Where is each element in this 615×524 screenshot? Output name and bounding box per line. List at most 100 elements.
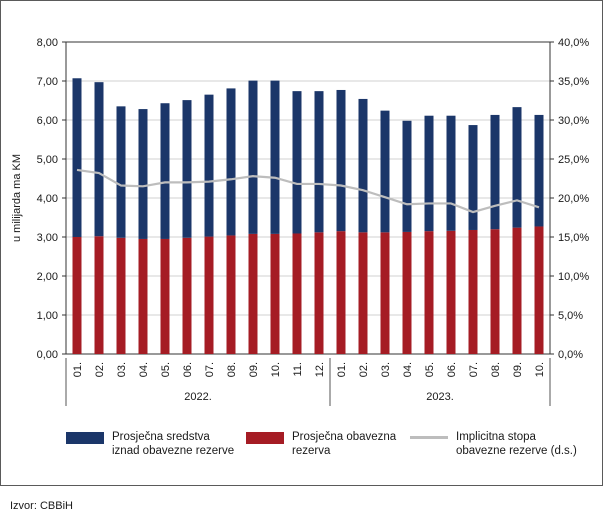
legend-label-line1: Prosječna sredstva: [112, 431, 210, 443]
bar-required-reserve: [116, 237, 126, 354]
y-tick-label: 2,00: [37, 271, 58, 283]
bar-required-reserve: [138, 238, 148, 354]
x-tick-label: 01.: [72, 362, 84, 377]
bar-required-reserve: [446, 230, 456, 354]
x-tick-label: 09.: [248, 362, 260, 377]
y2-tick-label: 20,0%: [558, 193, 589, 205]
bar-required-reserve: [424, 231, 434, 354]
x-tick-label: 01.: [336, 362, 348, 377]
x-tick-label: 05.: [160, 362, 172, 377]
x-group-label: 2022.: [184, 391, 212, 403]
bar-above-reserve: [336, 89, 346, 232]
line-implicit-rate: [76, 168, 540, 214]
y-axis-title: u milijarda ma KM: [11, 154, 23, 242]
bar-required-reserve: [182, 237, 192, 354]
x-group-label: 2023.: [426, 391, 454, 403]
y2-tick-label: 35,0%: [558, 76, 589, 88]
bar-above-reserve: [512, 107, 522, 228]
x-tick-label: 03.: [116, 362, 128, 377]
y-tick-label: 4,00: [37, 193, 58, 205]
bar-above-reserve: [248, 80, 258, 234]
bar-required-reserve: [512, 227, 522, 354]
x-tick-label: 04.: [138, 362, 150, 377]
x-tick-label: 10.: [270, 362, 282, 377]
x-tick-label: 06.: [182, 362, 194, 377]
bar-above-reserve: [270, 80, 280, 234]
y2-tick-label: 0,0%: [558, 349, 583, 361]
x-tick-label: 05.: [424, 362, 436, 377]
bar-above-reserve: [204, 94, 214, 237]
x-tick-label: 07.: [204, 362, 216, 377]
legend-swatch-line: [410, 436, 448, 439]
y-tick-label: 0,00: [37, 349, 58, 361]
bar-required-reserve: [314, 232, 324, 354]
x-tick-label: 06.: [446, 362, 458, 377]
y-tick-label: 6,00: [37, 115, 58, 127]
bar-above-reserve: [72, 78, 82, 238]
legend-swatch-red: [246, 432, 284, 444]
x-tick-label: 11.: [292, 362, 304, 376]
x-tick-label: 10.: [534, 362, 546, 377]
legend-label-line2: iznad obavezne rezerve: [112, 445, 235, 457]
bar-required-reserve: [380, 232, 390, 354]
legend-label-line1: Implicitna stopa: [456, 431, 536, 443]
bar-above-reserve: [226, 88, 236, 236]
x-tick-label: 07.: [468, 362, 480, 377]
x-tick-label: 04.: [402, 362, 414, 377]
x-tick-label: 02.: [358, 362, 370, 377]
bar-above-reserve: [446, 115, 456, 231]
legend-label-line1: Prosječna obavezna: [292, 431, 397, 443]
bar-above-reserve: [424, 115, 434, 232]
legend-swatch-navy: [66, 432, 104, 444]
bar-above-reserve: [314, 91, 324, 233]
y-tick-label: 3,00: [37, 232, 58, 244]
bar-above-reserve: [402, 120, 412, 232]
bar-required-reserve: [160, 238, 170, 354]
bar-required-reserve: [534, 226, 544, 354]
bar-above-reserve: [94, 82, 104, 237]
bar-required-reserve: [226, 235, 236, 354]
bar-above-reserve: [380, 110, 390, 233]
bar-required-reserve: [336, 231, 346, 354]
bar-above-reserve: [490, 114, 500, 230]
bar-above-reserve: [292, 91, 302, 234]
bar-above-reserve: [468, 125, 478, 230]
plot-area: [65, 41, 551, 355]
legend-label: Implicitna stopa obavezne rezerve (d.s.): [456, 430, 577, 458]
y-tick-label: 5,00: [37, 154, 58, 166]
legend-label: Prosječna obavezna rezerva: [292, 430, 396, 458]
stacked-bar-chart: 0,00 1,00 2,00 3,00 4,00 5,00 6,00 7,00 8,00 0,0%…: [11, 37, 589, 406]
y2-tick-label: 30,0%: [558, 115, 589, 127]
bar-required-reserve: [248, 233, 258, 354]
bar-required-reserve: [72, 237, 82, 354]
bar-required-reserve: [468, 229, 478, 354]
y2-tick-label: 40,0%: [558, 37, 589, 49]
x-tick-label: 03.: [380, 362, 392, 377]
bar-above-reserve: [138, 109, 148, 239]
x-tick-label: 09.: [512, 362, 524, 377]
y2-tick-label: 5,0%: [558, 310, 583, 322]
bar-required-reserve: [204, 236, 214, 354]
bar-required-reserve: [358, 232, 368, 354]
legend-label-line2: rezerva: [292, 445, 331, 457]
y2-tick-label: 25,0%: [558, 154, 589, 166]
x-tick-label: 12.: [314, 362, 326, 377]
bar-above-reserve: [182, 100, 192, 238]
source-note: Izvor: CBBiH: [10, 500, 73, 512]
x-tick-label: 08.: [226, 362, 238, 377]
y-tick-label: 1,00: [37, 310, 58, 322]
bar-required-reserve: [402, 231, 412, 354]
bar-required-reserve: [270, 233, 280, 354]
y2-tick-label: 10,0%: [558, 271, 589, 283]
bar-required-reserve: [490, 229, 500, 354]
bar-above-reserve: [160, 103, 170, 239]
bar-above-reserve: [116, 106, 126, 238]
legend-label-line2: obavezne rezerve (d.s.): [456, 445, 577, 457]
x-tick-label: 02.: [94, 362, 106, 377]
bar-above-reserve: [358, 98, 368, 233]
y-tick-label: 8,00: [37, 37, 58, 49]
bar-required-reserve: [292, 233, 302, 354]
x-tick-label: 08.: [490, 362, 502, 377]
legend-label: Prosječna sredstva iznad obavezne rezerv…: [112, 430, 234, 458]
bar-above-reserve: [534, 114, 544, 227]
